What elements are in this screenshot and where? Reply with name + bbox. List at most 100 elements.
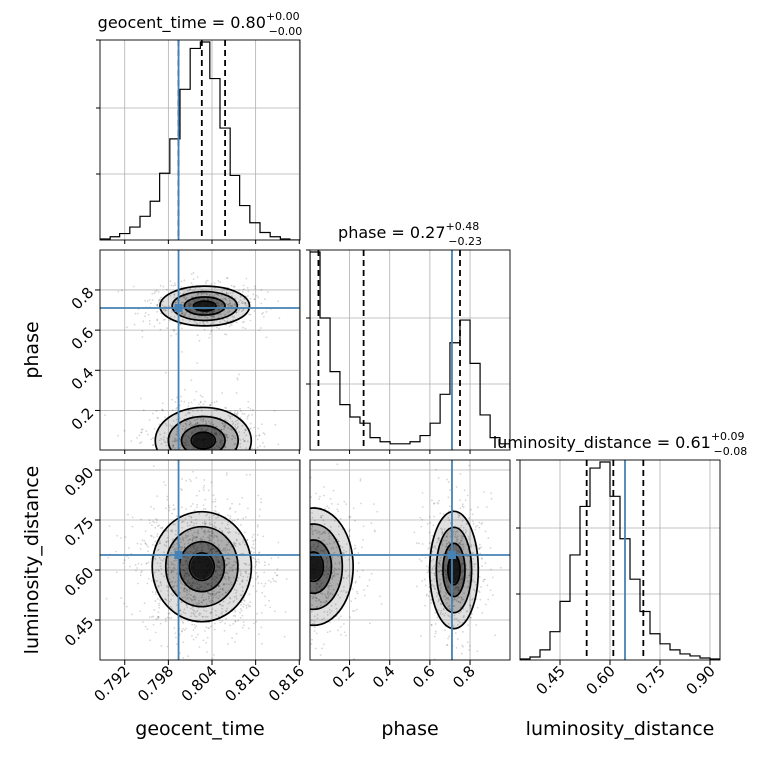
- scatter-point: [242, 624, 245, 627]
- scatter-point: [469, 560, 471, 563]
- scatter-point: [225, 571, 227, 573]
- scatter-point: [215, 456, 217, 458]
- scatter-point: [330, 547, 333, 550]
- scatter-point: [217, 302, 220, 305]
- scatter-point: [430, 559, 433, 562]
- scatter-point: [312, 533, 314, 536]
- scatter-point: [202, 418, 205, 420]
- scatter-point: [157, 615, 160, 618]
- scatter-point: [245, 277, 248, 280]
- scatter-point: [190, 520, 193, 523]
- scatter-point: [438, 584, 440, 587]
- scatter-point: [156, 617, 159, 620]
- scatter-point: [201, 548, 204, 551]
- scatter-point: [472, 522, 475, 525]
- scatter-point: [239, 570, 242, 573]
- scatter-point: [241, 580, 243, 583]
- scatter-point: [310, 590, 313, 593]
- scatter-point: [226, 549, 229, 551]
- scatter-point: [185, 575, 188, 578]
- scatter-point: [251, 447, 253, 450]
- scatter-point: [305, 549, 307, 551]
- scatter-point: [215, 409, 218, 412]
- scatter-point: [179, 446, 181, 449]
- scatter-point: [181, 526, 184, 529]
- scatter-point: [195, 615, 198, 618]
- scatter-point: [181, 311, 184, 314]
- scatter-point: [198, 456, 200, 458]
- scatter-point: [217, 615, 220, 618]
- scatter-point: [247, 295, 249, 297]
- scatter-point: [180, 301, 183, 304]
- scatter-point: [254, 558, 257, 561]
- scatter-point: [184, 442, 187, 445]
- scatter-point: [186, 290, 189, 292]
- scatter-point: [200, 460, 202, 462]
- scatter-point: [201, 539, 204, 542]
- scatter-point: [463, 615, 465, 617]
- scatter-point: [297, 615, 299, 617]
- scatter-point: [276, 463, 278, 465]
- scatter-point: [286, 596, 288, 598]
- scatter-point: [177, 457, 179, 459]
- scatter-point: [230, 305, 233, 308]
- scatter-point: [436, 570, 439, 573]
- scatter-point: [182, 301, 185, 304]
- scatter-point: [169, 280, 172, 283]
- scatter-point: [184, 596, 187, 599]
- scatter-point: [223, 426, 226, 429]
- scatter-point: [307, 611, 309, 613]
- scatter-point: [188, 302, 191, 305]
- scatter-point: [416, 542, 418, 544]
- scatter-point: [239, 439, 242, 441]
- frame-phase: [309, 249, 511, 451]
- scatter-point: [156, 303, 159, 306]
- scatter-point: [153, 521, 156, 524]
- scatter-point: [236, 539, 238, 542]
- scatter-point: [163, 551, 166, 554]
- scatter-point: [295, 584, 297, 586]
- scatter-point: [306, 518, 308, 520]
- scatter-point: [179, 652, 181, 655]
- scatter-point: [208, 518, 211, 521]
- scatter-point: [233, 599, 235, 602]
- scatter-point: [323, 485, 325, 488]
- scatter-point: [320, 516, 322, 519]
- scatter-point: [136, 454, 138, 456]
- scatter-point: [191, 284, 194, 286]
- scatter-point: [285, 521, 287, 523]
- scatter-point: [146, 300, 149, 303]
- scatter-point: [147, 450, 149, 452]
- scatter-point: [200, 538, 203, 541]
- scatter-point: [179, 609, 182, 612]
- scatter-point: [342, 447, 344, 449]
- scatter-point: [213, 282, 216, 285]
- scatter-point: [213, 525, 216, 527]
- scatter-point: [223, 629, 226, 632]
- scatter-point: [148, 519, 151, 522]
- scatter-point: [164, 309, 167, 312]
- scatter-point: [304, 584, 306, 586]
- scatter-point: [249, 473, 252, 476]
- scatter-point: [439, 591, 442, 594]
- scatter-point: [236, 579, 239, 582]
- scatter-point: [202, 599, 205, 602]
- scatter-point: [227, 552, 230, 555]
- scatter-point: [307, 578, 309, 580]
- scatter-point: [189, 529, 192, 532]
- scatter-point: [163, 436, 165, 439]
- scatter-point: [291, 524, 293, 526]
- scatter-point: [455, 536, 458, 539]
- scatter-point: [326, 631, 329, 634]
- scatter-point: [215, 471, 217, 473]
- scatter-point: [433, 587, 436, 589]
- scatter-point: [182, 462, 184, 464]
- scatter-point: [152, 437, 154, 439]
- scatter-point: [184, 428, 186, 431]
- scatter-point: [213, 451, 215, 453]
- scatter-point: [217, 566, 219, 569]
- scatter-point: [264, 464, 266, 466]
- scatter-point: [232, 462, 234, 464]
- scatter-point: [320, 516, 323, 519]
- scatter-point: [229, 601, 231, 604]
